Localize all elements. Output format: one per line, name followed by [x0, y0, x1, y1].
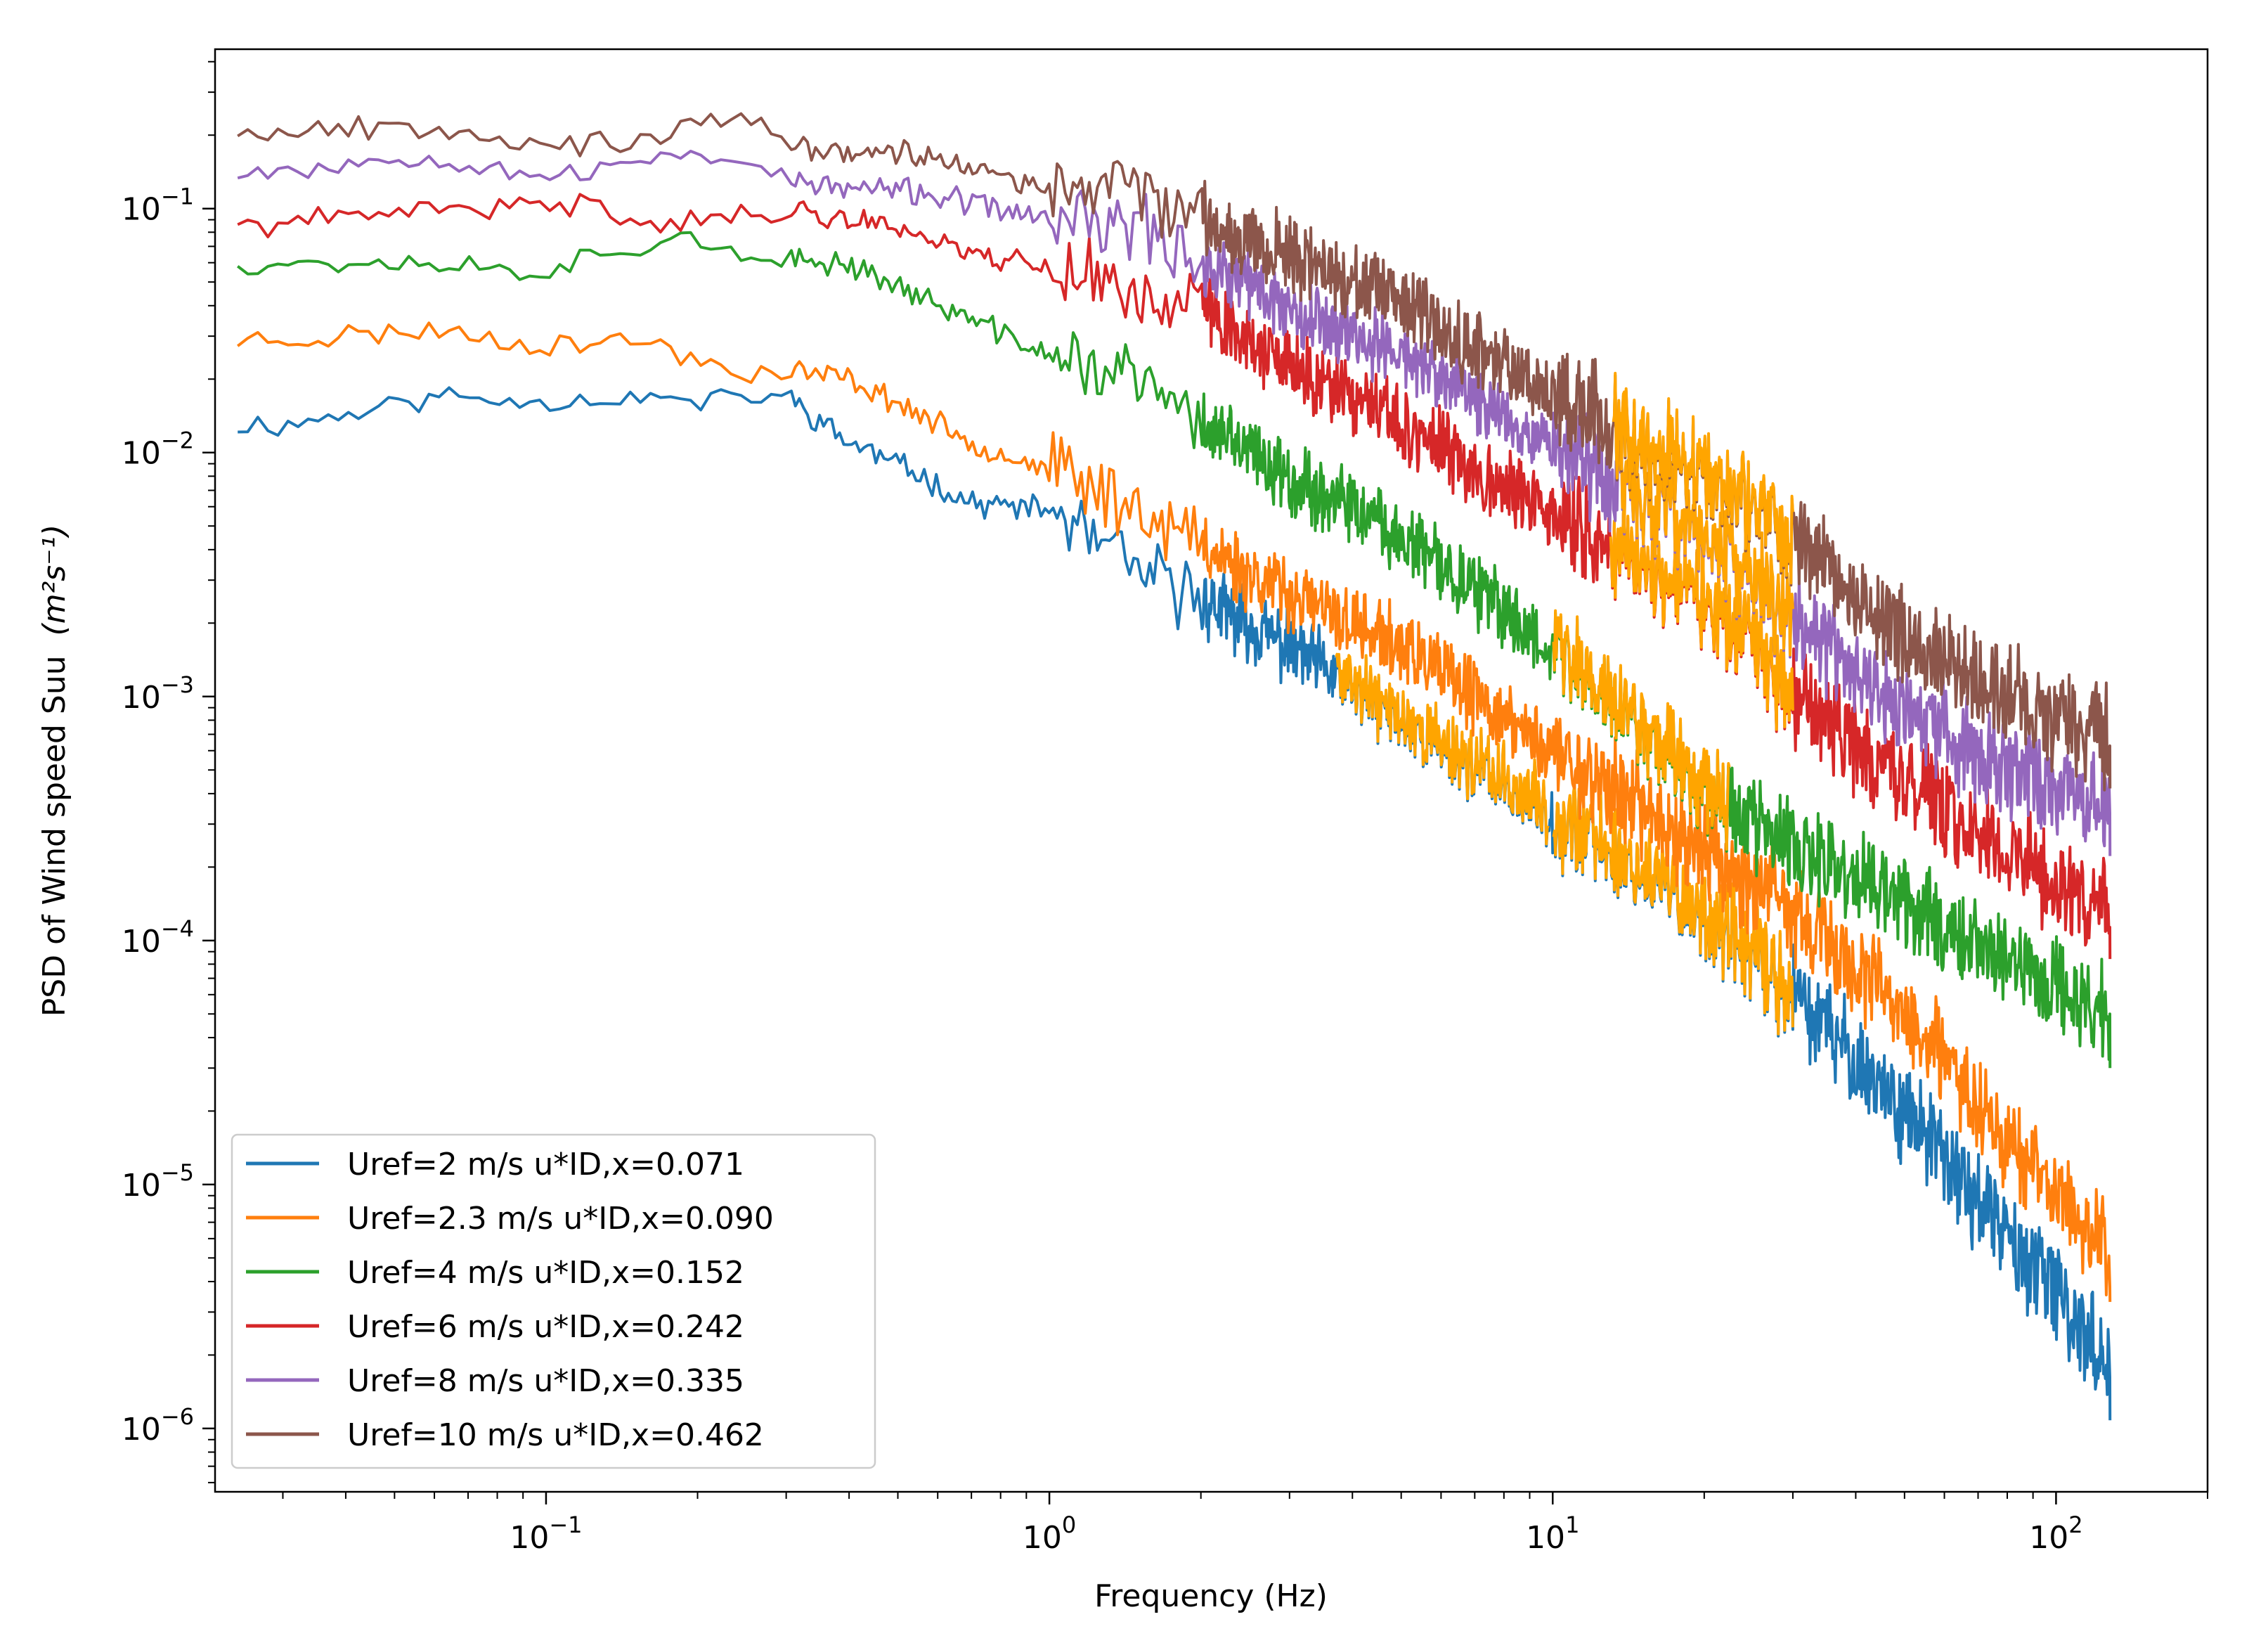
- legend: Uref=2 m/s u*ID,x=0.071 Uref=2.3 m/s u*ID…: [231, 1133, 876, 1469]
- series-line-1: [238, 386, 2112, 1421]
- legend-label-5: Uref=8 m/s u*ID,x=0.335: [347, 1363, 744, 1399]
- y-tick-label: 10−3: [122, 671, 194, 716]
- series-line-6: [237, 112, 2112, 792]
- legend-label-3: Uref=4 m/s u*ID,x=0.152: [347, 1255, 744, 1291]
- x-tick-label: 100: [1023, 1511, 1076, 1556]
- series-line-2: [236, 321, 2112, 1302]
- series-layer: [236, 112, 2112, 1421]
- series-line-4: [237, 193, 2112, 960]
- y-axis-label: PSD of Wind speed Suu: [37, 655, 72, 1017]
- y-tick-label: 10−4: [122, 915, 194, 960]
- y-axis-unit: (m²s⁻¹): [37, 524, 72, 636]
- y-tick-label: 10−6: [122, 1403, 194, 1448]
- legend-label-1: Uref=2 m/s u*ID,x=0.071: [347, 1147, 744, 1182]
- svg-text:PSD of Wind speed Suu (m: PSD of Wind speed Suu (m²s⁻¹): [37, 524, 72, 1017]
- y-tick-label: 10−2: [122, 427, 194, 472]
- legend-label-4: Uref=6 m/s u*ID,x=0.242: [347, 1309, 744, 1345]
- series-6-overlay-1: [1612, 371, 1794, 585]
- legend-box: [231, 1133, 876, 1469]
- series-line-3: [236, 231, 2112, 1069]
- series-4-overlay-1: [1609, 510, 1794, 731]
- series-1-overlay-3: [1335, 652, 1402, 744]
- x-axis-label: Frequency (Hz): [1094, 1578, 1328, 1614]
- x-tick-label: 102: [2029, 1511, 2082, 1556]
- y-axis-label-group: PSD of Wind speed Suu (m²s⁻¹): [37, 524, 72, 1017]
- x-tick-label: 10−1: [510, 1511, 582, 1556]
- series-1-overlay-1: [1400, 690, 1550, 846]
- y-tick-label: 10−1: [122, 183, 194, 228]
- series-3-overlay-1: [1552, 609, 1731, 851]
- y-tick-label: 10−5: [122, 1159, 194, 1204]
- legend-label-6: Uref=10 m/s u*ID,x=0.462: [347, 1417, 764, 1453]
- legend-label-2: Uref=2.3 m/s u*ID,x=0.090: [347, 1201, 774, 1237]
- x-axis: 10−1 100 101 102: [282, 1492, 2208, 1556]
- y-axis: 10−1 10−2 10−3 10−4 10−5 10−6: [122, 60, 215, 1483]
- x-tick-label: 101: [1526, 1511, 1579, 1556]
